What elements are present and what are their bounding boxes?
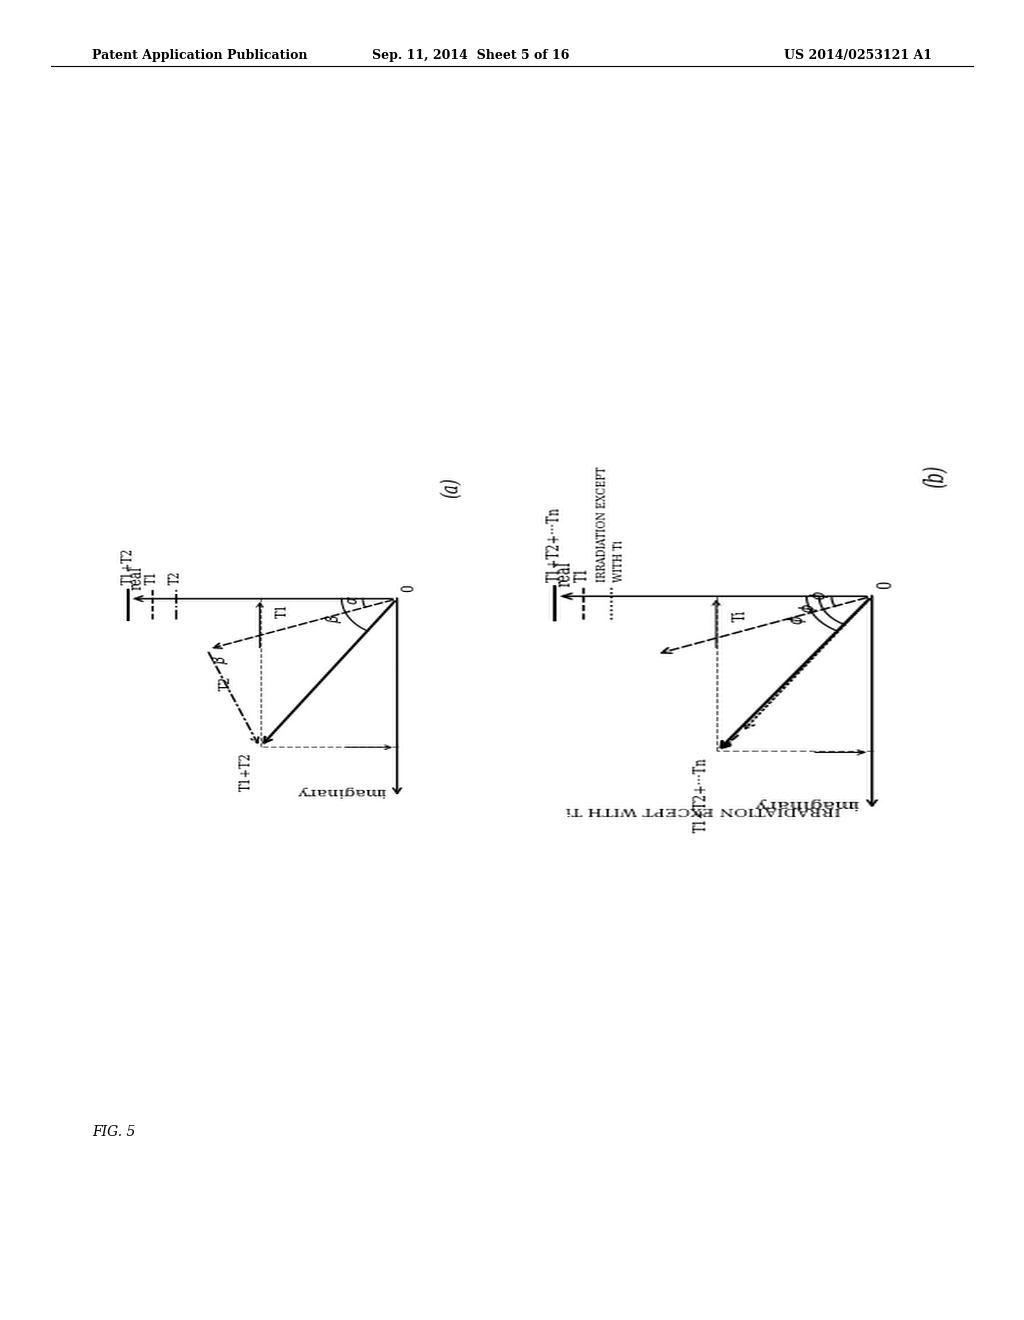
Text: US 2014/0253121 A1: US 2014/0253121 A1 bbox=[783, 49, 932, 62]
Text: Sep. 11, 2014  Sheet 5 of 16: Sep. 11, 2014 Sheet 5 of 16 bbox=[373, 49, 569, 62]
Text: Patent Application Publication: Patent Application Publication bbox=[92, 49, 307, 62]
Text: FIG. 5: FIG. 5 bbox=[92, 1125, 135, 1139]
